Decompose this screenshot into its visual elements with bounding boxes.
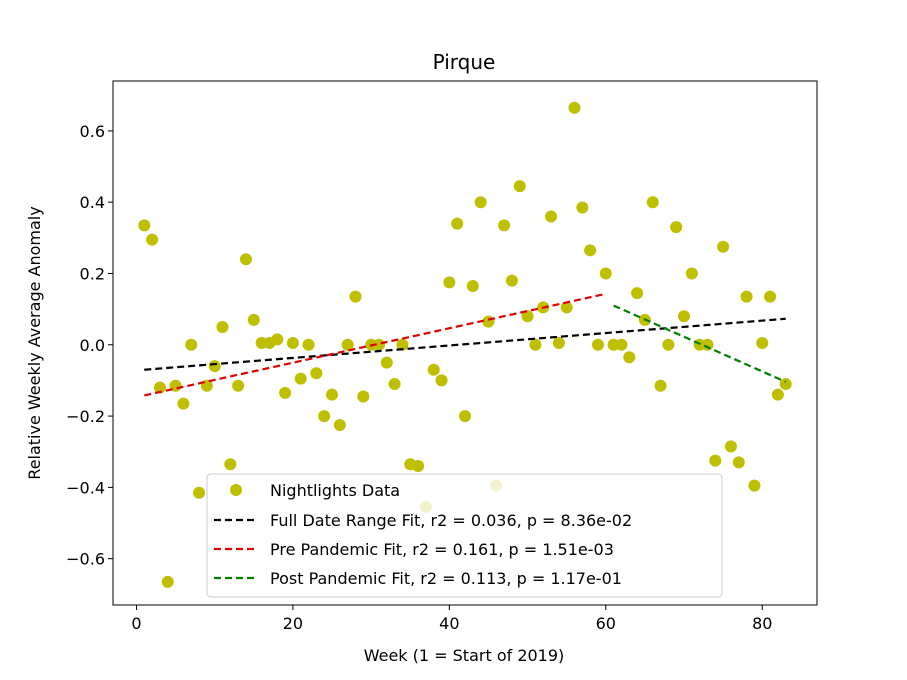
data-point <box>615 338 628 351</box>
data-point <box>232 379 245 392</box>
data-point <box>310 367 323 380</box>
data-point <box>662 338 675 351</box>
data-point <box>396 338 409 351</box>
data-point <box>591 338 604 351</box>
data-point <box>412 459 425 472</box>
data-point <box>161 575 174 588</box>
data-point <box>247 313 260 326</box>
data-point <box>177 397 190 410</box>
data-point <box>318 410 331 423</box>
data-point <box>451 217 464 230</box>
plot-frame <box>112 80 818 606</box>
legend-marker-points <box>230 484 242 496</box>
data-point <box>138 219 151 232</box>
data-point <box>732 456 745 469</box>
legend-label-fit-2: Pre Pandemic Fit, r2 = 0.161, p = 1.51e-… <box>270 540 614 559</box>
data-point <box>435 374 448 387</box>
data-point <box>349 290 362 303</box>
data-point <box>388 377 401 390</box>
y-tick-label: 0.4 <box>80 193 105 212</box>
data-point <box>372 338 385 351</box>
data-point <box>764 290 777 303</box>
chart-title: Pirque <box>433 50 496 74</box>
fit-line-3 <box>613 304 787 383</box>
x-tick-label: 0 <box>131 614 141 633</box>
data-point <box>239 253 252 266</box>
data-point <box>357 390 370 403</box>
data-point <box>709 454 722 467</box>
data-point <box>631 287 644 300</box>
y-tick-label: 0.6 <box>80 122 105 141</box>
data-point <box>756 337 769 349</box>
data-point <box>654 379 667 392</box>
x-tick-label: 80 <box>752 614 772 633</box>
data-point <box>568 101 581 114</box>
data-point <box>740 290 753 303</box>
data-point <box>224 458 237 471</box>
data-point <box>623 351 636 364</box>
data-point <box>279 386 292 399</box>
y-tick-label: −0.4 <box>66 478 105 497</box>
data-point <box>208 360 221 373</box>
fit-line-1 <box>144 317 786 371</box>
data-point <box>185 338 198 351</box>
x-tick-label: 40 <box>439 614 459 633</box>
data-point <box>529 338 542 351</box>
data-point <box>286 337 299 349</box>
data-point <box>670 221 683 234</box>
data-point <box>717 240 730 253</box>
data-point <box>521 310 534 323</box>
data-point <box>474 196 487 209</box>
data-point <box>427 363 440 376</box>
data-point <box>153 381 166 394</box>
fit-line-2 <box>144 292 607 397</box>
data-point <box>193 486 206 499</box>
y-tick-label: −0.6 <box>66 550 105 569</box>
data-point <box>443 276 456 289</box>
legend-label-points: Nightlights Data <box>270 481 400 500</box>
axes: 0 20 40 60 80 −0.6 −0.4 −0.2 0.0 0.2 0.4 0.6 <box>66 80 818 633</box>
y-axis-label: Relative Weekly Average Anomaly <box>25 206 44 479</box>
data-point <box>545 210 558 223</box>
data-point <box>576 201 589 214</box>
data-point <box>146 233 159 246</box>
data-point <box>678 310 691 323</box>
data-point <box>584 244 597 257</box>
data-point <box>302 338 315 351</box>
legend-label-fit-3: Post Pandemic Fit, r2 = 0.113, p = 1.17e… <box>270 569 622 588</box>
data-point <box>466 279 479 292</box>
legend-label-fit-1: Full Date Range Fit, r2 = 0.036, p = 8.3… <box>270 511 632 530</box>
legend: Nightlights Data Full Date Range Fit, r2 … <box>206 473 723 598</box>
data-point <box>552 337 565 349</box>
data-point <box>326 388 339 401</box>
data-point <box>341 338 354 351</box>
data-point <box>599 267 612 280</box>
data-point <box>271 333 284 346</box>
x-axis-label: Week (1 = Start of 2019) <box>364 646 565 665</box>
data-point <box>771 388 784 401</box>
x-tick-label: 20 <box>283 614 303 633</box>
data-point <box>724 440 737 453</box>
data-point <box>560 301 573 314</box>
data-point <box>646 196 659 209</box>
data-point <box>498 219 511 232</box>
data-point <box>505 274 518 287</box>
legend-box <box>206 473 723 598</box>
plot-area <box>138 101 792 588</box>
data-point <box>459 410 471 423</box>
data-point <box>779 377 792 390</box>
data-point <box>701 338 714 351</box>
y-tick-label: −0.2 <box>66 407 105 426</box>
y-tick-label: 0.2 <box>80 264 105 283</box>
data-point <box>294 372 307 385</box>
data-point <box>333 418 346 431</box>
data-point <box>216 320 229 333</box>
data-point <box>748 479 761 492</box>
data-point <box>685 267 698 280</box>
x-tick-label: 60 <box>596 614 616 633</box>
data-point <box>513 180 526 193</box>
data-point <box>380 356 393 369</box>
y-tick-label: 0.0 <box>80 336 105 355</box>
